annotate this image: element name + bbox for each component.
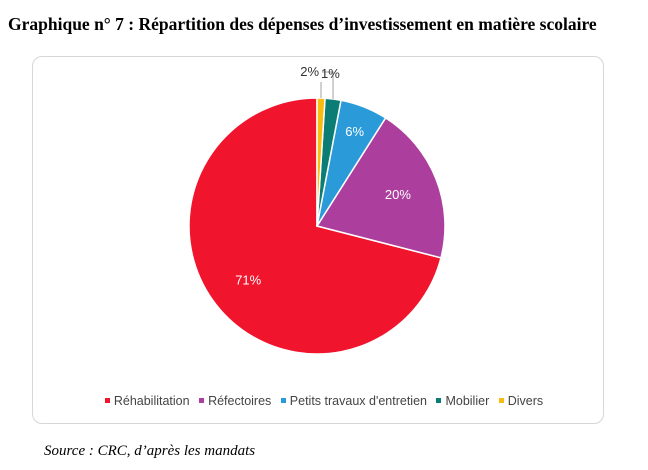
legend-item-petits-travaux: Petits travaux d'entretien xyxy=(280,394,427,408)
pie-slice-rehabilitation xyxy=(188,97,442,355)
data-label-mobilier: 2% xyxy=(300,64,319,79)
legend-swatch xyxy=(199,398,205,403)
legend-item-refectoires: Réfectoires xyxy=(199,394,271,408)
data-label-petits-travaux: 6% xyxy=(345,124,364,139)
data-label-refectoires: 20% xyxy=(385,187,411,202)
chart-title: Graphique n° 7 : Répartition des dépense… xyxy=(8,14,597,34)
legend-label: Réhabilitation xyxy=(113,394,190,408)
legend-label: Divers xyxy=(507,394,544,408)
legend-swatch xyxy=(280,398,286,403)
pie-slice-divers xyxy=(316,97,326,227)
leader-line-mobilier xyxy=(322,71,334,100)
legend-item-rehabilitation: Réhabilitation xyxy=(104,394,190,408)
pie-slices xyxy=(188,97,446,355)
chart-legend: Réhabilitation Réfectoires Petits travau… xyxy=(0,394,648,408)
data-label-divers: 1% xyxy=(321,66,340,81)
legend-item-divers: Divers xyxy=(498,394,544,408)
data-labels: 71% 20% 6% 2% 1% xyxy=(235,64,411,287)
leader-lines xyxy=(320,71,334,100)
legend-label: Mobilier xyxy=(445,394,490,408)
data-label-rehabilitation: 71% xyxy=(235,272,261,287)
source-note: Source : CRC, d’après les mandats xyxy=(44,443,256,459)
legend-label: Réfectoires xyxy=(208,394,272,408)
legend-swatch xyxy=(436,398,442,403)
legend-label: Petits travaux d'entretien xyxy=(289,394,427,408)
pie-slice-refectoires xyxy=(315,116,446,259)
legend-item-mobilier: Mobilier xyxy=(436,394,489,408)
legend-swatch xyxy=(104,398,110,403)
legend-swatch xyxy=(498,398,504,403)
